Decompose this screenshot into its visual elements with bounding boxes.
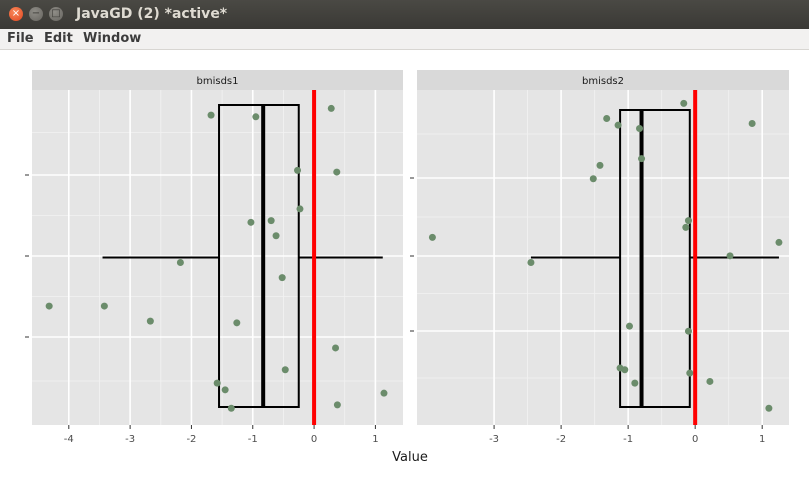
data-point	[775, 238, 783, 246]
data-point	[638, 155, 646, 163]
x-tick-label: 1	[372, 434, 378, 445]
box-iqr	[619, 109, 691, 408]
data-point	[294, 166, 302, 174]
x-tick-label: 1	[759, 434, 765, 445]
x-tick-label: -1	[623, 434, 633, 445]
x-tick-label: -4	[64, 434, 74, 445]
maximize-window-icon[interactable]: □	[49, 7, 63, 21]
window-title: JavaGD (2) *active*	[76, 6, 228, 22]
faceted-box-scatter-chart: bmisds1 -4 -3 -2 -1 0 1 bmisds2 -3 -2 -1 0 1 Value	[25, 70, 789, 465]
x-tick-label: 0	[692, 434, 698, 445]
data-point	[765, 404, 773, 412]
data-point	[686, 369, 694, 377]
data-point	[625, 322, 633, 330]
data-point	[213, 379, 221, 387]
plot-canvas: bmisds1 -4 -3 -2 -1 0 1 bmisds2 -3 -2 -1 0 1 Value	[0, 50, 809, 477]
data-point	[684, 327, 692, 335]
window-titlebar: × − □ JavaGD (2) *active*	[0, 0, 809, 29]
x-tick-label: -2	[186, 434, 196, 445]
data-point	[428, 233, 436, 241]
x-tick-label: -3	[489, 434, 499, 445]
data-point	[233, 319, 241, 327]
data-point	[621, 366, 629, 374]
data-point	[252, 113, 260, 121]
x-tick-label: -3	[125, 434, 135, 445]
data-point	[748, 120, 756, 127]
data-point	[333, 168, 341, 176]
x-axis-label: Value	[392, 450, 428, 465]
menu-edit[interactable]: Edit	[44, 31, 73, 46]
facet-strip-label: bmisds2	[582, 76, 624, 87]
data-point	[278, 274, 286, 282]
facet-strip	[32, 70, 403, 90]
data-point	[296, 205, 304, 213]
data-point	[333, 401, 341, 409]
data-point	[706, 377, 714, 385]
data-point	[596, 161, 604, 169]
menu-bar: File Edit Window	[0, 29, 809, 50]
data-point	[682, 223, 690, 231]
data-point	[327, 104, 335, 112]
data-point	[631, 379, 639, 387]
data-point	[636, 125, 644, 133]
data-point	[45, 302, 53, 310]
facet-strip	[417, 70, 789, 90]
x-tick-label: 0	[311, 434, 317, 445]
data-point	[267, 217, 275, 225]
data-point	[227, 404, 235, 412]
data-point	[527, 259, 535, 267]
menu-file[interactable]: File	[7, 31, 34, 46]
data-point	[589, 175, 597, 183]
data-point	[100, 302, 108, 310]
menu-window[interactable]: Window	[83, 31, 142, 46]
data-point	[247, 218, 255, 226]
x-tick-label: -2	[556, 434, 566, 445]
data-point	[684, 217, 692, 225]
minimize-window-icon[interactable]: −	[29, 7, 43, 21]
x-tick-label: -1	[248, 434, 258, 445]
facet-strip-label: bmisds1	[197, 76, 239, 87]
data-point	[603, 114, 611, 122]
data-point	[221, 386, 229, 394]
data-point	[726, 252, 734, 260]
data-point	[614, 121, 622, 129]
data-point	[207, 111, 215, 119]
data-point	[176, 259, 184, 267]
data-point	[380, 389, 388, 397]
close-window-icon[interactable]: ×	[9, 7, 23, 21]
data-point	[332, 344, 340, 352]
data-point	[680, 99, 688, 107]
data-point	[146, 317, 154, 325]
box-iqr	[218, 104, 300, 408]
data-point	[281, 366, 289, 374]
data-point	[272, 232, 280, 240]
